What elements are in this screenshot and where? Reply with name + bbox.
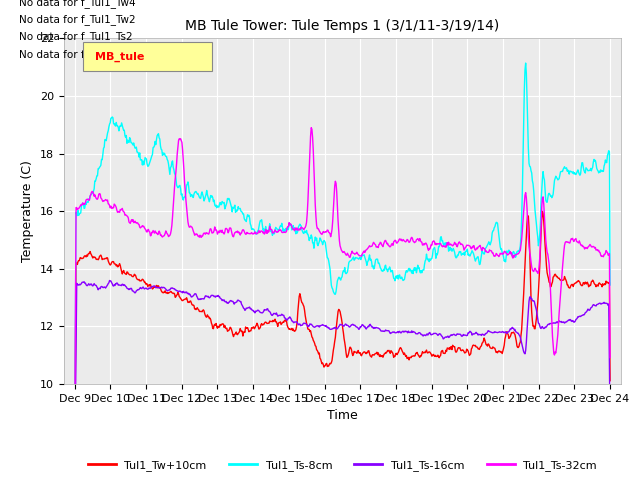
Tul1_Ts-16cm <box>477 333 485 338</box>
Tul1_Ts-8cm <box>522 60 529 66</box>
Tul1_Ts-32cm <box>413 237 420 242</box>
Tul1_Ts-8cm <box>606 282 614 288</box>
Y-axis label: Temperature (C): Temperature (C) <box>22 160 35 262</box>
Tul1_Ts-8cm <box>532 221 540 227</box>
Line: Tul1_Ts-32cm: Tul1_Ts-32cm <box>75 128 610 440</box>
Tul1_Ts-32cm <box>532 268 540 274</box>
Tul1_Ts-16cm <box>104 282 111 288</box>
Text: MB_tule: MB_tule <box>95 51 144 61</box>
Tul1_Ts-8cm <box>412 265 420 271</box>
Tul1_Ts-16cm <box>106 277 113 283</box>
Text: No data for f_Tul1_Tw4: No data for f_Tul1_Tw4 <box>19 0 136 8</box>
Tul1_Tw+10cm <box>382 349 390 355</box>
Tul1_Ts-8cm <box>477 257 484 263</box>
X-axis label: Time: Time <box>327 409 358 422</box>
Tul1_Ts-16cm <box>413 331 420 336</box>
Tul1_Tw+10cm <box>477 344 484 349</box>
Title: MB Tule Tower: Tule Temps 1 (3/1/11-3/19/14): MB Tule Tower: Tule Temps 1 (3/1/11-3/19… <box>185 19 500 33</box>
Tul1_Ts-32cm <box>383 240 390 245</box>
Tul1_Tw+10cm <box>396 346 404 351</box>
Text: No data for f_Tul1_Ts2: No data for f_Tul1_Ts2 <box>19 32 133 42</box>
Tul1_Ts-32cm <box>477 247 485 252</box>
Text: No data for f_Tul1_Tw2: No data for f_Tul1_Tw2 <box>19 14 136 25</box>
Tul1_Ts-16cm <box>383 328 390 334</box>
Tul1_Ts-8cm <box>396 272 404 278</box>
Tul1_Tw+10cm <box>606 378 614 384</box>
Text: No data for f_Tul1_Ts_: No data for f_Tul1_Ts_ <box>19 49 132 60</box>
Tul1_Tw+10cm <box>71 463 79 469</box>
Line: Tul1_Tw+10cm: Tul1_Tw+10cm <box>75 211 610 466</box>
Tul1_Ts-32cm <box>71 437 79 443</box>
Tul1_Ts-32cm <box>104 197 111 203</box>
Line: Tul1_Ts-8cm: Tul1_Ts-8cm <box>75 63 610 443</box>
Tul1_Ts-8cm <box>104 130 111 136</box>
Legend: Tul1_Tw+10cm, Tul1_Ts-8cm, Tul1_Ts-16cm, Tul1_Ts-32cm: Tul1_Tw+10cm, Tul1_Ts-8cm, Tul1_Ts-16cm,… <box>83 456 602 475</box>
Tul1_Ts-32cm <box>307 125 315 131</box>
Tul1_Ts-32cm <box>397 237 404 243</box>
Tul1_Ts-16cm <box>71 473 79 479</box>
Tul1_Tw+10cm <box>412 350 420 356</box>
Tul1_Ts-16cm <box>532 307 540 313</box>
FancyBboxPatch shape <box>83 42 212 71</box>
Tul1_Ts-8cm <box>71 440 79 445</box>
Tul1_Tw+10cm <box>539 208 547 214</box>
Tul1_Ts-16cm <box>397 330 404 336</box>
Tul1_Tw+10cm <box>104 255 111 261</box>
Line: Tul1_Ts-16cm: Tul1_Ts-16cm <box>75 280 610 476</box>
Tul1_Ts-32cm <box>606 355 614 360</box>
Tul1_Ts-16cm <box>606 424 614 430</box>
Tul1_Ts-8cm <box>382 263 390 268</box>
Tul1_Tw+10cm <box>532 321 540 326</box>
